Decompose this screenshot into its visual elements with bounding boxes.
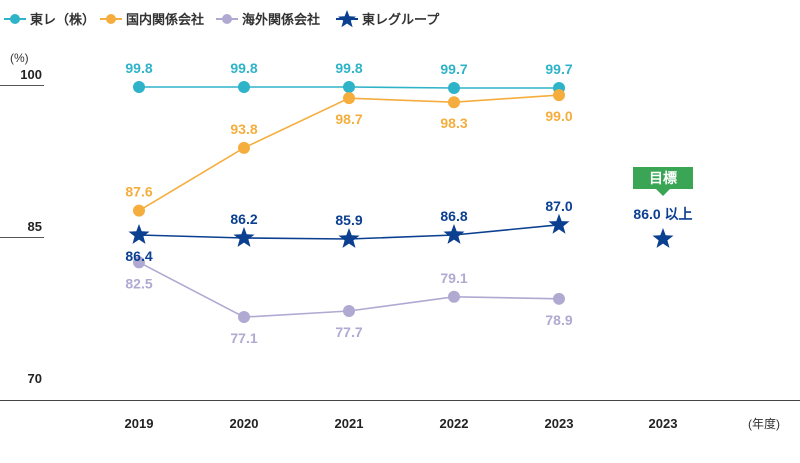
legend-label: 海外関係会社: [242, 12, 320, 27]
data-label: 99.8: [230, 60, 257, 76]
y-unit-label: (%): [10, 51, 29, 65]
data-point-star: [128, 224, 150, 244]
legend-circle-marker: [106, 14, 116, 24]
y-tick-label-100: 100: [20, 67, 42, 82]
target-star: [652, 228, 674, 248]
legend-label: 東レグループ: [362, 12, 440, 27]
x-tick-label-2020: 2020: [230, 416, 259, 431]
data-point-star: [338, 228, 360, 248]
legend-item-1: 東レ（株）: [4, 12, 95, 27]
x-tick-label-2019: 2019: [125, 416, 154, 431]
data-label: 99.0: [545, 108, 572, 124]
x-unit-label: (年度): [748, 416, 780, 431]
legend-item-2: 国内関係会社: [100, 12, 204, 27]
target-badge-pointer: [656, 189, 670, 196]
legend-star-marker: [338, 10, 356, 28]
data-label: 99.7: [440, 61, 467, 77]
data-label: 77.1: [230, 330, 257, 346]
x-tick-label-target: 2023: [649, 416, 678, 431]
data-point: [238, 141, 250, 154]
data-point: [553, 89, 565, 102]
data-label: 78.9: [545, 312, 572, 328]
data-point: [448, 290, 460, 303]
data-point: [133, 81, 145, 94]
target-badge-label: 目標: [649, 170, 677, 186]
x-tick-label-2021: 2021: [335, 416, 364, 431]
series-2: 87.6 93.8 98.7 98.3 99.0: [125, 89, 573, 217]
data-label: 86.2: [230, 211, 257, 227]
legend-item-4: 東レグループ: [336, 10, 440, 28]
data-label: 77.7: [335, 324, 362, 340]
y-tick-label-85: 85: [28, 219, 42, 234]
data-label: 87.0: [545, 198, 572, 214]
legend-circle-marker: [222, 14, 232, 24]
target-group: 目標 86.0 以上: [633, 167, 693, 248]
data-point: [238, 311, 250, 324]
data-label: 86.8: [440, 208, 467, 224]
data-label: 79.1: [440, 270, 467, 286]
data-label: 82.5: [125, 275, 152, 291]
data-label: 99.7: [545, 61, 572, 77]
data-point: [343, 304, 355, 317]
legend-circle-marker: [10, 14, 20, 24]
series-4: 86.4 86.2 85.9 86.8 87.0: [125, 198, 572, 264]
x-axis-labels: 2019 2020 2021 2022 2023 2023: [125, 416, 678, 431]
series-3: 82.5 77.1 77.7 79.1 78.9: [125, 256, 573, 346]
axes: 70 85 100: [0, 67, 800, 401]
data-point-star: [548, 213, 570, 234]
data-label: 85.9: [335, 212, 362, 228]
data-label: 93.8: [230, 121, 257, 137]
legend-label: 国内関係会社: [126, 12, 204, 27]
target-value-label: 86.0 以上: [633, 206, 692, 222]
legend: 東レ（株） 国内関係会社 海外関係会社 東レグループ: [4, 10, 440, 28]
x-tick-label-2022: 2022: [440, 416, 469, 431]
legend-label: 東レ（株）: [30, 12, 95, 27]
data-point: [448, 82, 460, 95]
data-point: [133, 256, 145, 269]
x-tick-label-2023: 2023: [545, 416, 574, 431]
legend-item-3: 海外関係会社: [216, 12, 320, 27]
series-1: 99.8 99.8 99.8 99.7 99.7: [125, 60, 573, 95]
data-point: [343, 81, 355, 94]
data-label: 99.8: [335, 60, 362, 76]
data-point: [133, 204, 145, 217]
series-layer: 99.8 99.8 99.8 99.7 99.7 87.6 93.8 98.7 98.3 99.0…: [125, 60, 572, 346]
data-point: [238, 81, 250, 94]
target-badge: [633, 167, 693, 189]
data-point-star: [443, 224, 465, 244]
data-point: [343, 92, 355, 105]
data-label: 98.7: [335, 111, 362, 127]
data-point: [448, 96, 460, 109]
data-label: 86.4: [125, 248, 152, 264]
y-tick-label-70: 70: [28, 371, 42, 386]
data-point-star: [233, 227, 255, 247]
data-label: 99.8: [125, 60, 152, 76]
data-point: [553, 292, 565, 305]
data-label: 98.3: [440, 115, 467, 131]
data-label: 87.6: [125, 184, 152, 200]
